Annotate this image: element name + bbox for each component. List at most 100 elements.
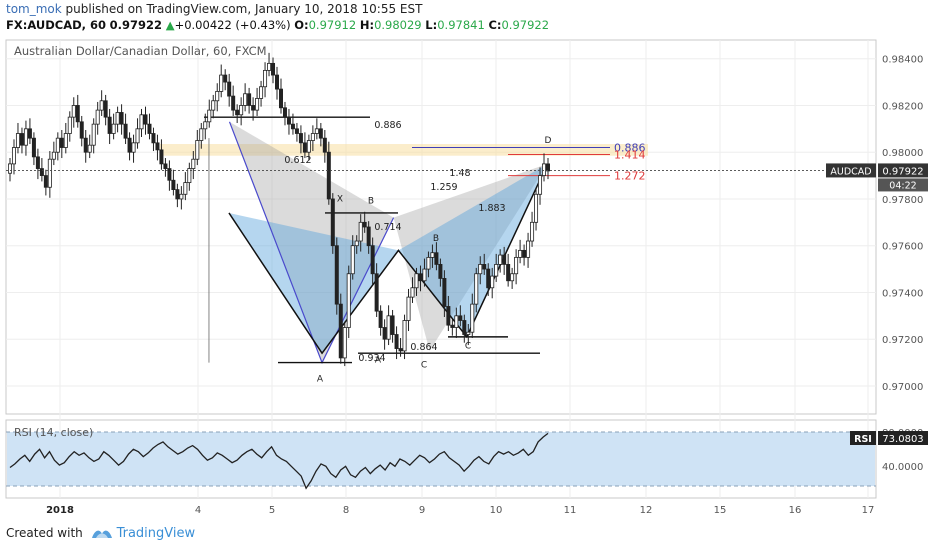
candle [135, 118, 140, 149]
candle-body [191, 158, 196, 169]
pattern-ratio-label: 0.714 [374, 222, 401, 233]
candle [247, 87, 252, 114]
pattern-ratio-label: 0.886 [374, 120, 401, 131]
tradingview-brand[interactable]: TradingView [116, 526, 196, 541]
candle-body [243, 93, 248, 106]
candle-body [67, 116, 72, 134]
candle [394, 326, 399, 360]
candle [506, 253, 511, 287]
candle [378, 305, 383, 336]
candle-body [474, 273, 479, 305]
candle [147, 113, 152, 140]
pattern-point-label: B [368, 197, 374, 207]
candle-body [542, 163, 547, 176]
candle [354, 235, 359, 254]
candle [123, 113, 128, 145]
rsi-band [7, 432, 875, 486]
candle-body [422, 268, 427, 282]
close-value: 0.97922 [501, 18, 550, 32]
pattern-ratio-label: 0.864 [410, 342, 437, 353]
candle-body [275, 74, 280, 90]
candle [211, 94, 216, 119]
candle-body [35, 156, 40, 169]
candle [87, 134, 92, 159]
candle-body [63, 133, 68, 148]
candle [338, 293, 343, 364]
rsi-value-tag [878, 431, 928, 445]
candle-body [151, 133, 156, 144]
publish-text: published on TradingView.com, January 10… [61, 2, 423, 16]
candle [151, 127, 156, 152]
candle-body [354, 240, 359, 247]
candle [518, 239, 523, 264]
candle-body [318, 128, 323, 139]
candle [15, 122, 20, 154]
candle [526, 232, 531, 268]
candle-body [366, 226, 371, 247]
candle-body [139, 114, 144, 130]
rsi-name-tag [850, 431, 876, 445]
candle-body [47, 158, 52, 188]
shark-pattern-left [228, 212, 399, 354]
candle [275, 66, 280, 100]
candle [302, 132, 307, 159]
x-tick-label: 5 [269, 505, 275, 516]
candle [263, 62, 268, 98]
open-label: O: [294, 18, 309, 32]
candle-body [450, 324, 455, 328]
candle [474, 267, 479, 313]
candle [175, 183, 180, 208]
candle-body [398, 348, 403, 352]
candle-body [247, 93, 252, 106]
candle-body [271, 62, 276, 76]
candle [119, 104, 124, 135]
candle [382, 319, 387, 350]
candle-body [374, 273, 379, 312]
candle-body [195, 140, 200, 160]
candle [91, 118, 96, 154]
y-tick-label: 0.97600 [882, 242, 923, 253]
candle-body [163, 163, 168, 169]
candle-body [131, 142, 136, 153]
candle-body [430, 252, 435, 258]
candle [398, 338, 403, 357]
candle [294, 122, 299, 142]
candle [35, 148, 40, 180]
candle-body [522, 249, 527, 258]
x-tick-label: 4 [195, 505, 201, 516]
candle [466, 324, 471, 346]
candle [318, 122, 323, 147]
candle [219, 64, 224, 98]
candle [67, 111, 72, 142]
candle [490, 267, 495, 299]
candle [95, 101, 100, 135]
y-tick-label: 0.97200 [882, 335, 923, 346]
candle-body [382, 327, 387, 340]
candle [326, 141, 331, 205]
candle-body [546, 163, 551, 172]
author-name[interactable]: tom_mok [6, 2, 62, 16]
candle [191, 151, 196, 180]
candle [482, 253, 487, 275]
candle [75, 94, 80, 128]
candle [494, 253, 499, 282]
candle-body [438, 263, 443, 279]
candle [366, 221, 371, 254]
candle-body [51, 151, 56, 160]
candle [306, 134, 311, 161]
candle [167, 160, 172, 191]
candle [195, 129, 200, 166]
candle [278, 78, 283, 114]
high-value: 0.98029 [374, 18, 422, 32]
candle [31, 132, 36, 166]
candle [19, 127, 24, 154]
candle-body [75, 105, 80, 123]
tradingview-logo-icon [91, 530, 112, 538]
candle-body [59, 137, 64, 148]
candle [350, 235, 355, 280]
candle [450, 319, 455, 336]
candle-body [370, 245, 375, 275]
candle-body [506, 263, 511, 282]
candle-body [478, 263, 483, 275]
